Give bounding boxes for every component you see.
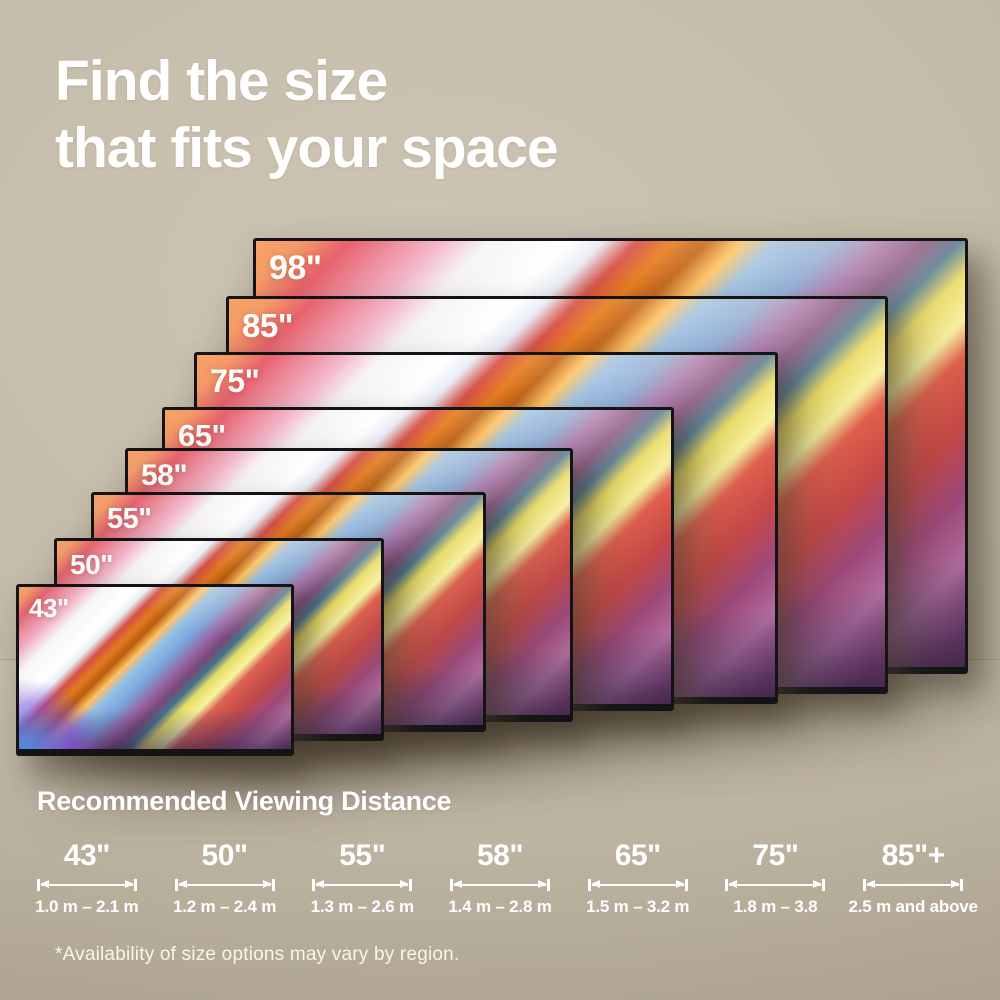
range-arrow-icon bbox=[450, 878, 551, 892]
range-arrow-icon bbox=[725, 878, 826, 892]
distance-range-label: 1.0 m – 2.1 m bbox=[35, 896, 139, 916]
range-arrow-icon bbox=[863, 878, 964, 892]
title-line-1: Find the size bbox=[55, 49, 388, 113]
distance-col-65: 65" 1.5 m – 3.2 m bbox=[569, 840, 707, 917]
title-line-2: that fits your space bbox=[55, 115, 559, 180]
distance-col-75: 75" 1.8 m – 3.8 bbox=[707, 840, 845, 917]
tv-size-label: 58" bbox=[141, 459, 188, 492]
distance-size-label: 43" bbox=[63, 839, 111, 872]
distance-range-label: 2.5 m and above bbox=[848, 896, 978, 916]
distance-range-label: 1.8 m – 3.8 bbox=[733, 896, 818, 916]
range-arrow-icon bbox=[312, 878, 413, 892]
distance-size-label: 50" bbox=[201, 839, 249, 872]
distance-size-label: 85"+ bbox=[881, 839, 946, 872]
distance-col-55: 55" 1.3 m – 2.6 m bbox=[293, 840, 431, 917]
distance-range-label: 1.2 m – 2.4 m bbox=[172, 896, 277, 916]
tv-size-label: 50" bbox=[70, 549, 113, 580]
range-arrow-icon bbox=[587, 878, 688, 892]
availability-footnote: *Availability of size options may vary b… bbox=[55, 944, 460, 965]
viewing-distance-heading: Recommended Viewing Distance bbox=[37, 786, 452, 816]
viewing-distance-table: 43" 1.0 m – 2.1 m 50" 1.2 m – 2.4 m 55" … bbox=[18, 840, 982, 917]
distance-col-85plus: 85"+ 2.5 m and above bbox=[844, 840, 982, 917]
abstract-wallpaper bbox=[19, 587, 291, 749]
distance-range-label: 1.4 m – 2.8 m bbox=[448, 896, 552, 916]
distance-size-label: 65" bbox=[614, 839, 662, 872]
distance-col-50: 50" 1.2 m – 2.4 m bbox=[156, 840, 294, 917]
distance-size-label: 55" bbox=[339, 839, 386, 872]
tv-size-label: 75" bbox=[210, 363, 260, 399]
tv-size-label: 98" bbox=[269, 249, 322, 287]
range-arrow-icon bbox=[36, 878, 137, 892]
distance-range-label: 1.5 m – 3.2 m bbox=[586, 896, 690, 916]
tv-43-screen: 43" bbox=[19, 587, 291, 749]
distance-col-58: 58" 1.4 m – 2.8 m bbox=[431, 840, 569, 917]
tv-size-label: 85" bbox=[242, 307, 293, 344]
tv-43-inch: 43" bbox=[16, 584, 294, 756]
distance-size-label: 75" bbox=[752, 839, 799, 872]
distance-size-label: 58" bbox=[476, 839, 524, 872]
distance-col-43: 43" 1.0 m – 2.1 m bbox=[18, 840, 156, 917]
range-arrow-icon bbox=[174, 878, 275, 892]
tv-size-label: 55" bbox=[107, 503, 152, 535]
page-title: Find the size that fits your space bbox=[55, 48, 559, 181]
tv-size-label: 43" bbox=[29, 593, 69, 623]
distance-range-label: 1.3 m – 2.6 m bbox=[310, 896, 414, 916]
tv-size-label: 65" bbox=[178, 418, 226, 453]
